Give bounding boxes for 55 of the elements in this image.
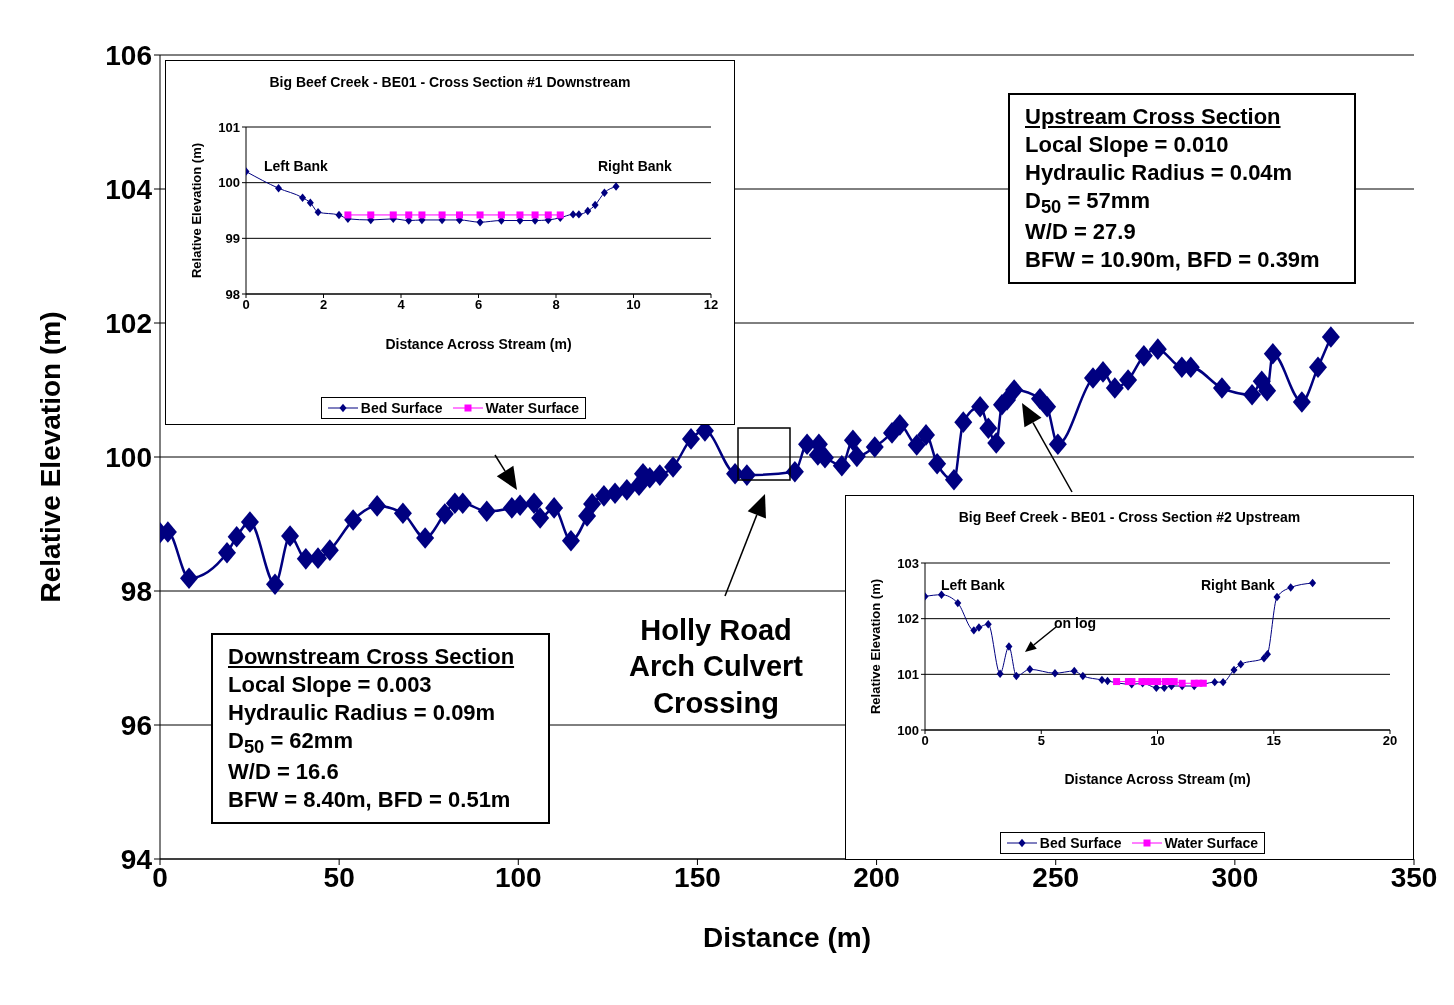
y-tick-label: 94 [120,843,153,875]
x-tick-label: 150 [674,861,721,893]
x-axis-title: Distance Across Stream (m) [385,336,572,352]
y-axis-title: Relative Elevation (m) [34,311,66,603]
x-tick-label: 200 [853,861,900,893]
y-axis-title: Relative Elevation (m) [867,578,883,715]
x-axis-title: Distance (m) [702,922,872,953]
x-tick-label: 4 [397,297,406,313]
x-tick-label: 12 [703,297,719,313]
x-tick-label: 20 [1382,733,1398,749]
y-tick-label: 102 [897,611,919,627]
annotation: Left Bank [264,158,328,176]
x-tick-label: 300 [1211,861,1259,893]
annotation: Right Bank [1201,577,1275,595]
legend-label: Bed Surface [359,400,443,416]
x-tick-label: 10 [626,297,641,313]
x-tick-label: 6 [474,297,483,313]
x-tick-label: 0 [152,861,168,893]
x-tick-label: 350 [1390,861,1438,893]
y-tick-label: 100 [897,722,919,738]
annotation: on log [1054,615,1096,633]
y-tick-label: 99 [225,230,240,246]
y-tick-label: 100 [105,441,152,473]
x-tick-label: 100 [494,861,542,893]
annotation: Right Bank [598,158,672,176]
y-tick-label: 101 [218,119,240,135]
x-axis-title: Distance Across Stream (m) [1064,771,1251,787]
x-tick-label: 10 [1150,733,1165,749]
chart-title: Big Beef Creek - BE01 - Cross Section #2 Upstream [957,509,1302,525]
x-tick-label: 5 [1037,733,1045,749]
x-tick-label: 0 [242,297,250,313]
y-tick-label: 106 [105,39,152,71]
annotation: Downstream Cross Section Local Slope = 0.003 Hydraulic Radius = 0.09m D$_{50}$ = 62mm W/D = 16.6 BFW = 8.40m, BFD = 0.51m [228,643,516,815]
x-tick-label: 50 [323,861,355,893]
chart-title: Big Beef Creek - BE01 - Cross Section #1 Downstream [268,74,632,90]
annotation: Left Bank [941,577,1005,595]
legend-label: Water Surface [1163,835,1259,851]
y-tick-label: 104 [105,173,153,205]
x-tick-label: 8 [552,297,560,313]
y-tick-label: 98 [225,286,240,302]
annotation: Upstream Cross Section Local Slope = 0.010 Hydraulic Radius = 0.04m D$_{50}$ = 57mm W/D = 27.9 BFW = 10.90m, BFD = 0.39m [1025,103,1321,275]
x-tick-label: 2 [319,297,328,313]
y-tick-label: 103 [897,555,919,571]
y-tick-label: 100 [218,175,240,191]
legend-label: Water Surface [484,400,580,416]
legend-label: Bed Surface [1038,835,1122,851]
x-tick-label: 15 [1266,733,1281,749]
x-tick-label: 0 [921,733,929,749]
y-tick-label: 101 [897,666,919,682]
x-tick-label: 250 [1032,861,1080,893]
y-tick-label: 98 [120,575,152,607]
y-tick-label: 96 [120,709,152,741]
y-tick-label: 102 [105,307,152,339]
annotation: Holly Road Arch Culvert Crossing [627,613,804,721]
y-axis-title: Relative Elevation (m) [188,142,204,279]
